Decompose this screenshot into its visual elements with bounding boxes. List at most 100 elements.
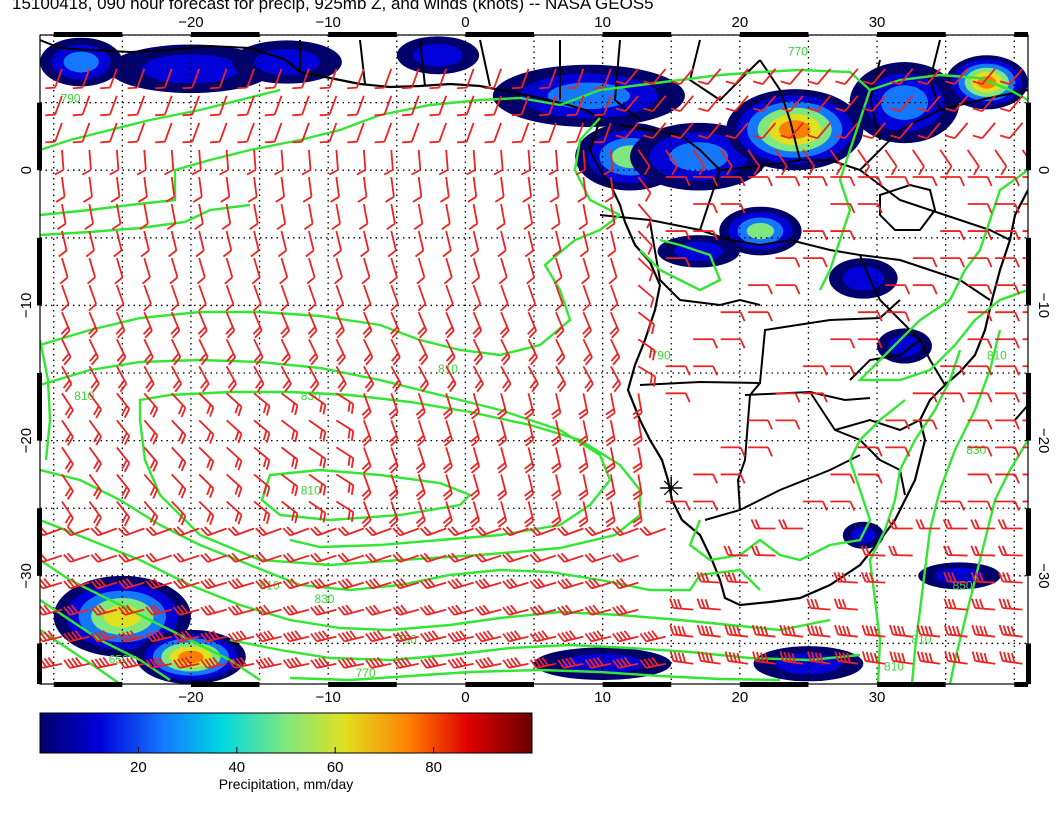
wind-barb (527, 311, 537, 339)
barb-feather (40, 580, 44, 589)
barb-feather (838, 625, 843, 636)
wind-barb (388, 393, 399, 420)
barb-staff (603, 95, 612, 115)
barb-feather (466, 169, 476, 176)
barb-feather (345, 657, 353, 667)
barb-feather (153, 657, 161, 667)
barb-feather (524, 249, 534, 258)
wind-barb (127, 122, 146, 144)
barb-feather (429, 140, 440, 144)
wind-barb (670, 95, 694, 113)
barb-staff (802, 149, 816, 167)
contour-line (910, 329, 1002, 684)
barb-staff (582, 230, 589, 251)
barb-feather (237, 514, 243, 525)
wind-barb (365, 578, 392, 590)
barb-feather (286, 658, 295, 668)
barb-feather (712, 338, 719, 349)
barb-feather (474, 633, 483, 642)
barb-feather (301, 169, 311, 176)
wind-barb (209, 95, 228, 117)
barb-feather (259, 632, 267, 641)
contour-label: 830 (966, 443, 986, 457)
barb-feather (376, 630, 385, 640)
barb-feather (152, 462, 159, 472)
barb-staff (575, 95, 585, 115)
wind-barb (118, 604, 145, 616)
wind-barb (63, 578, 90, 590)
barb-feather (442, 462, 452, 470)
wind-barb (775, 419, 801, 430)
barb-feather (374, 140, 385, 144)
barb-feather (752, 134, 763, 140)
barb-feather (126, 657, 134, 667)
wind-barb (90, 630, 118, 643)
wind-barb (155, 122, 173, 144)
wind-barb (693, 203, 719, 214)
barb-feather (173, 659, 181, 669)
wind-barb (603, 149, 614, 176)
wind-barb (72, 68, 91, 90)
barb-feather (806, 624, 812, 635)
wind-barb (998, 624, 1023, 638)
wind-barb (56, 203, 67, 230)
barb-feather (1006, 599, 1012, 609)
barb-staff (198, 257, 206, 278)
wind-barb (637, 257, 654, 282)
barb-feather (579, 466, 589, 474)
wind-barb (972, 95, 996, 113)
barb-staff (308, 176, 313, 197)
barb-feather (726, 165, 733, 176)
wind-barb (282, 604, 310, 616)
wind-barb (862, 122, 886, 140)
barb-feather (60, 326, 69, 335)
barb-feather (877, 311, 883, 322)
barb-feather (319, 456, 323, 467)
wind-barb (555, 365, 567, 393)
precip-cell (63, 51, 99, 73)
wind-barb (502, 552, 529, 563)
wind-barb (584, 604, 612, 616)
barb-feather (129, 656, 138, 666)
barb-staff (383, 68, 393, 88)
wind-barb (942, 519, 968, 530)
barb-feather (865, 625, 871, 636)
barb-feather (511, 113, 522, 117)
barb-feather (525, 520, 534, 528)
wind-barb (524, 447, 535, 474)
contour-label: 770 (788, 44, 808, 58)
barb-staff (871, 95, 886, 112)
barb-feather (986, 501, 993, 511)
wind-barb (392, 630, 419, 643)
barb-feather (290, 604, 299, 614)
wind-barb (226, 473, 243, 498)
barb-feather (528, 353, 537, 362)
wind-barb (1022, 203, 1028, 205)
barb-feather (917, 107, 928, 113)
wind-barb (90, 604, 118, 616)
wind-barb (61, 392, 74, 419)
barb-feather (67, 605, 75, 615)
lon-tick-label-top: 20 (731, 14, 748, 31)
wind-barb (282, 526, 310, 537)
barb-feather (814, 625, 820, 636)
barb-feather (650, 324, 656, 335)
barb-feather (723, 571, 729, 582)
wind-barb (168, 230, 178, 258)
barb-feather (40, 606, 44, 616)
wind-barb (194, 203, 204, 230)
barb-feather (427, 604, 436, 614)
barb-feather (469, 435, 479, 443)
wind-barb (88, 365, 100, 393)
barb-feather (121, 579, 130, 588)
barb-feather (551, 435, 561, 443)
barb-feather (319, 113, 330, 117)
barb-feather (947, 598, 953, 609)
wind-barb (719, 149, 733, 176)
wind-barb (552, 230, 562, 258)
barb-feather (415, 434, 425, 443)
barb-feather (184, 656, 193, 666)
wind-barb (806, 624, 831, 638)
barb-feather (552, 249, 562, 258)
barb-feather (234, 430, 240, 441)
